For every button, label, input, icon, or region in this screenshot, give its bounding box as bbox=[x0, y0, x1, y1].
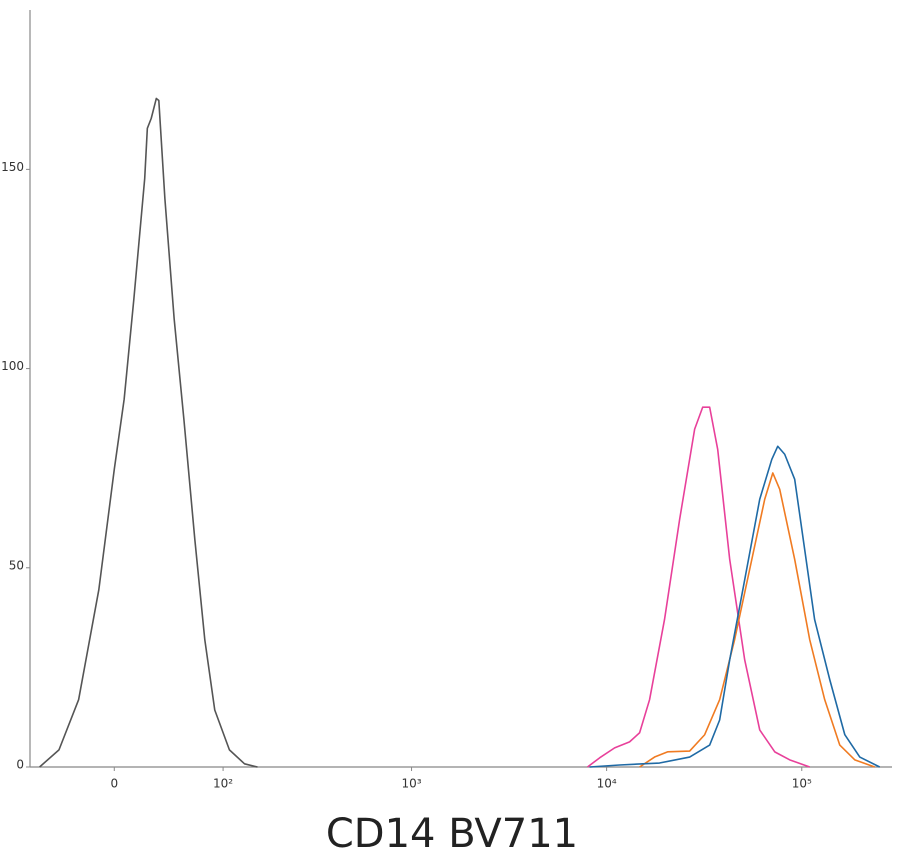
histogram-line bbox=[589, 445, 881, 768]
y-tick-label: 50 bbox=[9, 558, 24, 572]
x-tick-label: 10⁵ bbox=[792, 777, 812, 791]
histogram-line bbox=[39, 97, 258, 768]
x-tick-label: 10⁴ bbox=[597, 777, 617, 791]
histogram-line bbox=[639, 472, 875, 768]
x-tick-label: 10² bbox=[213, 777, 233, 791]
y-tick-label: 150 bbox=[1, 160, 24, 174]
x-tick-label: 10³ bbox=[401, 777, 421, 791]
histogram-line bbox=[587, 406, 810, 768]
y-tick-label: 0 bbox=[16, 758, 24, 772]
y-tick-label: 100 bbox=[1, 359, 24, 373]
x-axis-title: CD14 BV711 bbox=[326, 811, 578, 857]
x-tick-label: 0 bbox=[110, 777, 118, 791]
